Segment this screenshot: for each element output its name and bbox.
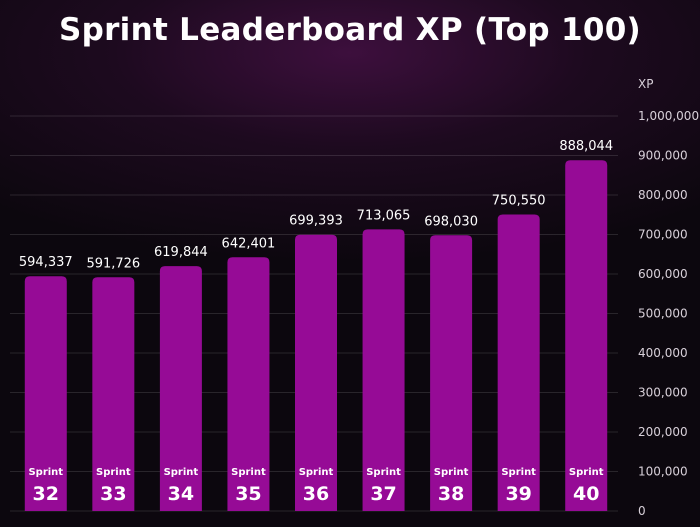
bar	[430, 235, 473, 512]
category-prefix-label: Sprint	[434, 467, 469, 478]
y-tick-label: 900,000	[638, 149, 688, 163]
labels: 594,337 Sprint 32 591,726 Sprint 33 619,844 Spr…	[19, 139, 613, 505]
y-tick-label: 100,000	[638, 465, 688, 479]
category-prefix-label: Sprint	[28, 467, 63, 478]
category-prefix-label: Sprint	[231, 467, 266, 478]
bar	[497, 214, 540, 511]
category-prefix-label: Sprint	[366, 467, 401, 478]
chart-title: Sprint Leaderboard XP (Top 100)	[58, 12, 642, 48]
y-tick-label: 400,000	[638, 346, 688, 360]
y-tick-label: 600,000	[638, 267, 688, 281]
y-tick-label: 500,000	[638, 307, 688, 321]
data-label: 619,844	[154, 245, 208, 260]
data-label: 698,030	[424, 214, 478, 229]
data-label: 713,065	[357, 208, 411, 223]
category-prefix-label: Sprint	[164, 467, 199, 478]
bars	[24, 160, 608, 512]
y-tick-label: 200,000	[638, 425, 688, 439]
y-axis: 0 100,000 200,000 300,000 400,000 500,000 600,…	[638, 77, 699, 518]
category-prefix-label: Sprint	[96, 467, 131, 478]
y-axis-unit-label: XP	[638, 77, 653, 91]
category-label: 36	[303, 483, 329, 505]
category-prefix-label: Sprint	[299, 467, 334, 478]
y-tick-label: 800,000	[638, 188, 688, 202]
data-label: 750,550	[492, 194, 546, 209]
category-label: 37	[370, 483, 396, 505]
bar	[24, 276, 67, 511]
category-label: 32	[33, 483, 59, 505]
y-tick-label: 700,000	[638, 228, 688, 242]
bar	[227, 257, 270, 511]
category-label: 34	[168, 483, 194, 505]
category-label: 33	[100, 483, 126, 505]
bar	[295, 234, 337, 512]
data-label: 591,726	[86, 256, 140, 271]
bar	[92, 277, 135, 511]
data-label: 699,393	[289, 214, 343, 229]
bar	[159, 266, 202, 511]
y-tick-label: 300,000	[638, 386, 688, 400]
data-label: 594,337	[19, 255, 73, 270]
y-tick-label: 1,000,000	[638, 109, 699, 123]
category-label: 39	[505, 483, 531, 505]
category-prefix-label: Sprint	[501, 467, 536, 478]
category-prefix-label: Sprint	[569, 467, 604, 478]
data-label: 642,401	[222, 236, 276, 251]
bar	[362, 229, 405, 511]
category-label: 40	[573, 483, 599, 505]
data-label: 888,044	[559, 139, 613, 154]
category-label: 38	[438, 483, 464, 505]
bar	[565, 160, 608, 511]
y-tick-label: 0	[638, 504, 646, 518]
category-label: 35	[235, 483, 261, 505]
